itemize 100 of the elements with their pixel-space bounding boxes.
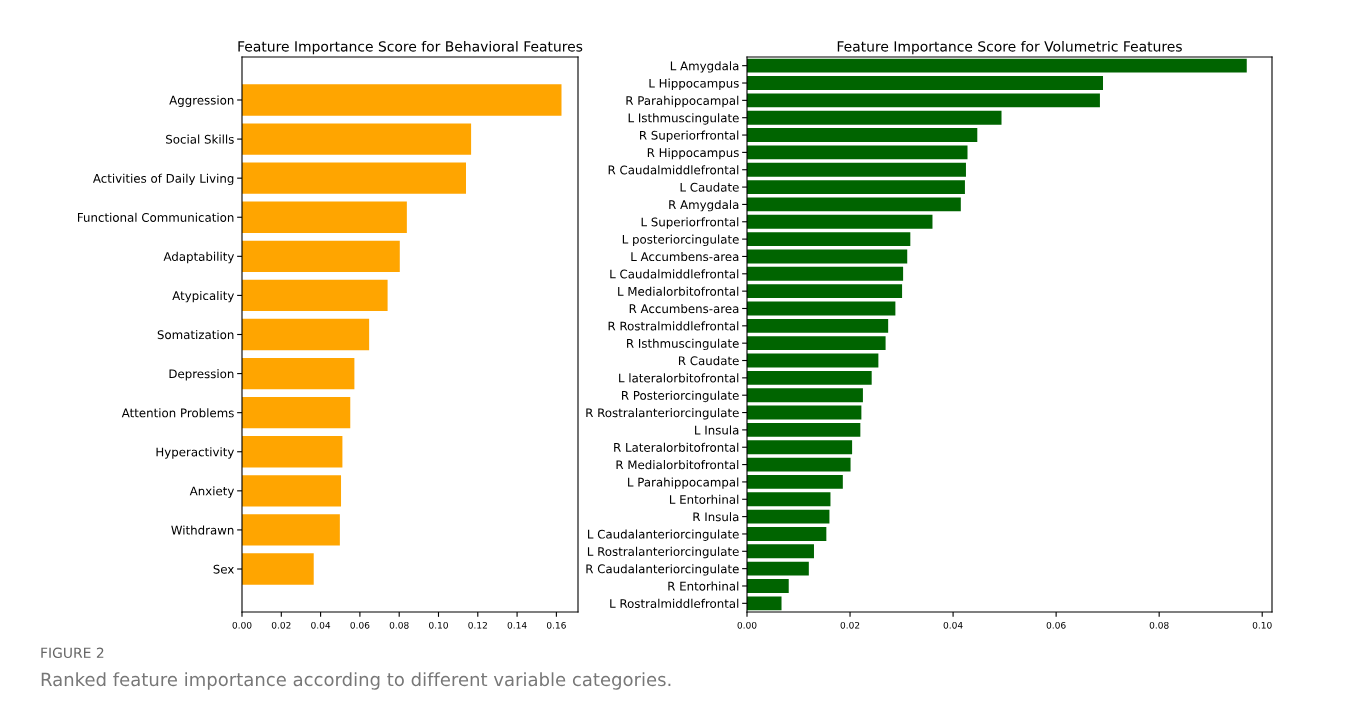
- y-tick-label: L Hippocampus: [649, 78, 739, 90]
- x-tick-label: 0.00: [737, 621, 757, 629]
- y-tick-label: Social Skills: [166, 134, 234, 144]
- bar: [747, 162, 966, 177]
- y-tick-label: Anxiety: [189, 486, 235, 498]
- bar: [747, 76, 1104, 90]
- bar: [747, 232, 911, 247]
- bar: [747, 457, 851, 472]
- y-tick-label: R Isthmuscingulate: [627, 338, 739, 351]
- text: Ranked feature importance according to different variable categories.: [41, 672, 671, 690]
- y-tick-label: R Hippocampus: [647, 147, 739, 160]
- bar: [242, 553, 314, 585]
- bar: [242, 475, 342, 507]
- y-tick-label: L Superiorfrontal: [641, 217, 739, 229]
- bar: [747, 509, 830, 524]
- y-tick-label: L Entorhinal: [669, 494, 739, 504]
- y-tick-label: R Entorhinal: [668, 581, 739, 591]
- bar: [242, 201, 407, 233]
- bar: [242, 84, 562, 116]
- x-tick-label: 0.04: [311, 621, 331, 629]
- y-tick-label: R Accumbens-area: [629, 304, 739, 314]
- x-tick-label: 0.14: [507, 621, 527, 629]
- y-tick-label: Functional Communication: [78, 212, 234, 222]
- bar: [747, 579, 789, 593]
- bar: [747, 405, 862, 420]
- bar: [747, 180, 965, 195]
- y-tick-label: Somatization: [157, 330, 234, 340]
- y-tick-label: L lateralorbitofrontal: [619, 373, 739, 383]
- bar: [747, 527, 827, 541]
- bar: [747, 197, 961, 212]
- y-tick-label: Hyperactivity: [156, 447, 235, 459]
- y-tick-label: L Parahippocampal: [628, 477, 739, 489]
- bar: [747, 422, 861, 437]
- y-tick-label: L Caudalmiddlefrontal: [610, 269, 739, 279]
- y-tick-label: L Rostralmiddlefrontal: [610, 598, 739, 608]
- bar: [747, 58, 1247, 73]
- y-tick-label: L Medialorbitofrontal: [618, 286, 739, 296]
- bar: [242, 318, 370, 351]
- x-tick-label: 0.06: [1046, 621, 1066, 629]
- x-tick-label: 0.16: [546, 621, 566, 629]
- bar: [747, 474, 843, 489]
- y-tick-label: Depression: [169, 369, 234, 381]
- x-tick-label: 0.12: [468, 621, 487, 629]
- x-tick-label: 0.06: [350, 621, 370, 629]
- y-tick-label: L posteriorcingulate: [622, 234, 739, 247]
- bar: [747, 145, 968, 160]
- y-tick-label: Activities of Daily Living: [92, 173, 234, 186]
- x-tick-label: 0.02: [840, 621, 860, 629]
- bar: [242, 397, 351, 429]
- x-tick-label: 0.08: [389, 621, 409, 629]
- y-tick-label: R Insula: [693, 512, 739, 522]
- y-tick-label: R Parahippocampal: [626, 95, 739, 108]
- bar: [747, 266, 904, 281]
- bar: [747, 596, 782, 611]
- bar: [747, 388, 863, 403]
- y-tick-label: Attention Problems: [121, 408, 234, 418]
- x-tick-label: 0.02: [271, 621, 291, 629]
- y-tick-label: Aggression: [169, 95, 234, 107]
- y-tick-label: L Caudalanteriorcingulate: [588, 529, 739, 541]
- bar: [747, 284, 903, 299]
- bar: [747, 336, 886, 351]
- y-tick-label: Atypicality: [172, 290, 235, 303]
- bar: [747, 544, 814, 559]
- y-tick-label: Withdrawn: [171, 525, 234, 535]
- y-tick-label: R Rostralanteriorcingulate: [586, 408, 739, 420]
- y-tick-label: R Caudalanteriorcingulate: [586, 564, 739, 576]
- bar: [747, 370, 872, 385]
- x-tick-label: 0.10: [1252, 621, 1272, 629]
- bar: [242, 514, 340, 546]
- bar: [747, 93, 1100, 108]
- y-tick-label: L Isthmuscingulate: [628, 113, 739, 125]
- chart-title: Feature Importance Score for Behavioral Features: [238, 40, 583, 55]
- bar: [242, 357, 355, 390]
- bar: [747, 249, 908, 264]
- x-tick-label: 0.08: [1149, 621, 1169, 629]
- chart-title: Feature Importance Score for Volumetric Features: [837, 40, 1182, 55]
- bar: [242, 240, 400, 272]
- bar: [747, 301, 896, 316]
- y-tick-label: R Caudate: [678, 356, 739, 366]
- y-tick-label: Sex: [213, 564, 234, 574]
- x-tick-label: 0.04: [943, 621, 963, 629]
- y-tick-label: R Medialorbitofrontal: [616, 460, 739, 470]
- bar: [747, 214, 933, 229]
- bar: [747, 440, 853, 455]
- x-tick-label: 0.00: [232, 621, 252, 629]
- bar: [242, 436, 343, 468]
- y-tick-label: R Rostralmiddlefrontal: [608, 321, 739, 331]
- y-tick-label: R Amygdala: [669, 199, 739, 212]
- y-tick-label: L Insula: [695, 425, 739, 435]
- bar: [747, 353, 879, 368]
- bar: [747, 110, 1002, 125]
- y-tick-label: R Lateralorbitofrontal: [614, 442, 739, 452]
- bar: [242, 279, 388, 312]
- y-tick-label: L Amygdala: [670, 61, 739, 73]
- y-tick-label: R Caudalmiddlefrontal: [608, 165, 739, 175]
- y-tick-label: R Superiorfrontal: [640, 130, 739, 142]
- y-tick-label: L Caudate: [680, 182, 739, 192]
- x-tick-label: 0.10: [429, 621, 448, 629]
- bar: [747, 561, 809, 576]
- bar: [242, 162, 466, 194]
